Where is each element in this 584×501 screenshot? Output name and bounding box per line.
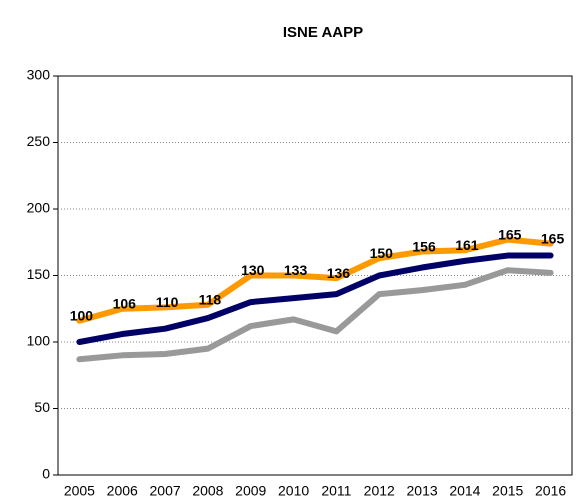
data-label: 106: [113, 295, 137, 311]
y-tick-label: 0: [42, 466, 50, 482]
data-label: 150: [370, 245, 394, 261]
series-line: [76, 252, 554, 345]
data-label: 130: [241, 262, 265, 278]
x-tick-label: 2015: [492, 483, 523, 499]
data-label: 100: [70, 307, 94, 323]
y-tick-label: 50: [34, 399, 50, 415]
x-tick-label: 2016: [535, 483, 566, 499]
series-line: [76, 267, 554, 363]
data-label: 110: [156, 294, 179, 310]
x-tick-label: 2006: [107, 483, 138, 499]
y-tick-label: 150: [27, 266, 51, 282]
data-label: 136: [327, 265, 351, 281]
x-tick-label: 2008: [192, 483, 223, 499]
data-label: 156: [412, 238, 436, 254]
data-label: 165: [541, 230, 565, 246]
data-label: 161: [455, 237, 479, 253]
y-tick-label: 300: [27, 67, 51, 83]
data-label: 165: [498, 226, 522, 242]
y-tick-label: 100: [27, 333, 51, 349]
data-label: 118: [199, 291, 222, 307]
series-line: [76, 236, 554, 324]
x-tick-label: 2013: [407, 483, 438, 499]
x-tick-label: 2005: [64, 483, 95, 499]
chart-title: ISNE AAPP: [283, 24, 363, 41]
x-tick-label: 2007: [150, 483, 181, 499]
x-tick-label: 2012: [364, 483, 395, 499]
x-tick-label: 2009: [235, 483, 266, 499]
x-tick-label: 2011: [321, 483, 351, 499]
data-label: 133: [284, 262, 308, 278]
y-tick-label: 200: [27, 200, 51, 216]
y-tick-label: 250: [27, 133, 51, 149]
x-tick-label: 2010: [278, 483, 309, 499]
x-tick-label: 2014: [449, 483, 480, 499]
